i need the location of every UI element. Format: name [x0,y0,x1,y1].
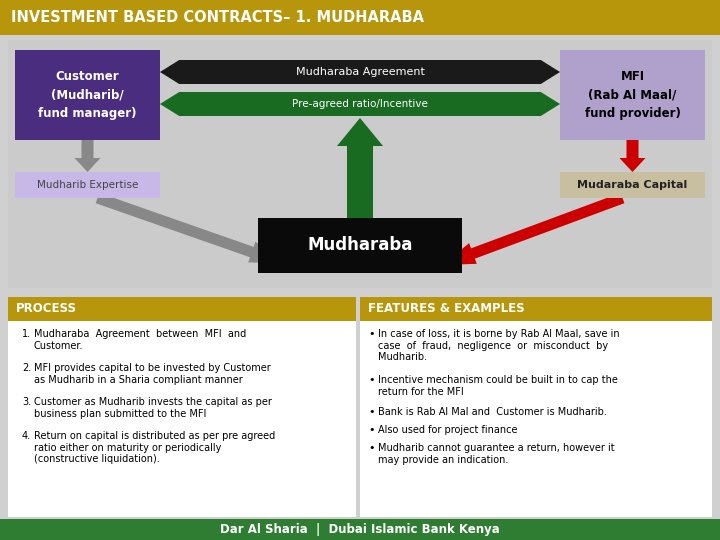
Bar [560,50,705,140]
Bar [15,172,160,198]
Polygon shape [442,193,624,265]
Text: In case of loss, it is borne by Rab Al Maal, save in
case  of  fraud,  negligenc: In case of loss, it is borne by Rab Al M… [378,329,620,362]
Bar [258,218,462,273]
Text: Pre-agreed ratio/Incentive: Pre-agreed ratio/Incentive [292,99,428,109]
Text: FEATURES & EXAMPLES: FEATURES & EXAMPLES [368,302,525,315]
Text: Mudharaba: Mudharaba [307,237,413,254]
Text: 2.: 2. [22,363,31,373]
Polygon shape [160,60,560,84]
Text: MFI provides capital to be invested by Customer
as Mudharib in a Sharia complian: MFI provides capital to be invested by C… [34,363,271,384]
Bar [15,50,160,140]
Text: Return on capital is distributed as per pre agreed
ratio either on maturity or p: Return on capital is distributed as per … [34,431,275,464]
Text: Bank is Rab Al Mal and  Customer is Mudharib.: Bank is Rab Al Mal and Customer is Mudha… [378,407,607,417]
Polygon shape [96,193,283,263]
Text: 4.: 4. [22,431,31,441]
Polygon shape [74,140,101,172]
Text: Mudharib cannot guarantee a return, however it
may provide an indication.: Mudharib cannot guarantee a return, howe… [378,443,615,464]
Bar [560,172,705,198]
Text: Incentive mechanism could be built in to cap the
return for the MFI: Incentive mechanism could be built in to… [378,375,618,396]
Text: Mudharib Expertise: Mudharib Expertise [37,180,138,190]
Text: Mudaraba Capital: Mudaraba Capital [577,180,688,190]
Bar [8,297,356,321]
Text: •: • [368,407,374,417]
Text: Dar Al Sharia  |  Dubai Islamic Bank Kenya: Dar Al Sharia | Dubai Islamic Bank Kenya [220,523,500,536]
Text: Customer
(Mudharib/
fund manager): Customer (Mudharib/ fund manager) [38,71,137,119]
Text: •: • [368,329,374,339]
Text: INVESTMENT BASED CONTRACTS– 1. MUDHARABA: INVESTMENT BASED CONTRACTS– 1. MUDHARABA [11,10,424,25]
Bar [8,40,712,288]
Text: •: • [368,375,374,385]
Polygon shape [160,92,560,116]
Text: Also used for project finance: Also used for project finance [378,425,518,435]
Text: 3.: 3. [22,397,31,407]
Text: Customer as Mudharib invests the capital as per
business plan submitted to the M: Customer as Mudharib invests the capital… [34,397,272,418]
Text: Mudharaba  Agreement  between  MFI  and
Customer.: Mudharaba Agreement between MFI and Cust… [34,329,246,350]
Text: 1.: 1. [22,329,31,339]
Text: Mudharaba Agreement: Mudharaba Agreement [296,67,424,77]
Polygon shape [619,140,646,172]
Text: PROCESS: PROCESS [16,302,77,315]
Bar [0,519,720,540]
Bar [360,321,712,517]
Bar [0,0,720,35]
Bar [360,297,712,321]
Text: MFI
(Rab Al Maal/
fund provider): MFI (Rab Al Maal/ fund provider) [585,71,680,119]
Text: •: • [368,425,374,435]
Text: •: • [368,443,374,453]
Bar [8,321,356,517]
Polygon shape [337,118,383,218]
